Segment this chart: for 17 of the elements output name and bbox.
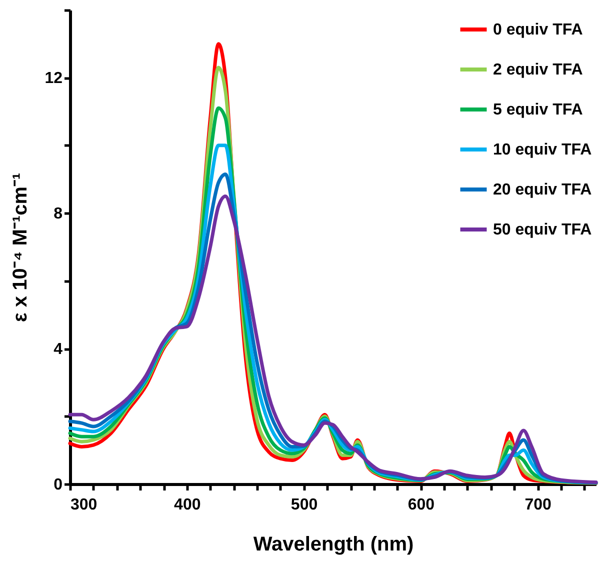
x-tick-label: 300 — [70, 496, 98, 514]
x-tick-label: 400 — [174, 496, 201, 514]
x-tick-label: 600 — [408, 496, 435, 514]
legend-label: 10 equiv TFA — [493, 142, 592, 158]
y-tick-label: 0 — [54, 476, 63, 494]
x-axis-title: Wavelength (nm) — [253, 534, 414, 556]
legend-label: 20 equiv TFA — [493, 182, 592, 198]
legend-label: 50 equiv TFA — [493, 222, 592, 238]
legend-label: 5 equiv TFA — [493, 102, 584, 118]
legend-label: 2 equiv TFA — [493, 62, 584, 78]
y-tick-label: 4 — [54, 341, 63, 358]
y-tick-label: 12 — [44, 70, 63, 88]
y-axis-title: ε x 10⁻⁴ M⁻¹cm⁻¹ — [10, 172, 32, 322]
legend-label: 0 equiv TFA — [493, 22, 584, 38]
x-tick-label: 500 — [290, 496, 318, 514]
y-tick-label: 8 — [54, 206, 63, 223]
x-tick-label: 700 — [524, 496, 552, 514]
